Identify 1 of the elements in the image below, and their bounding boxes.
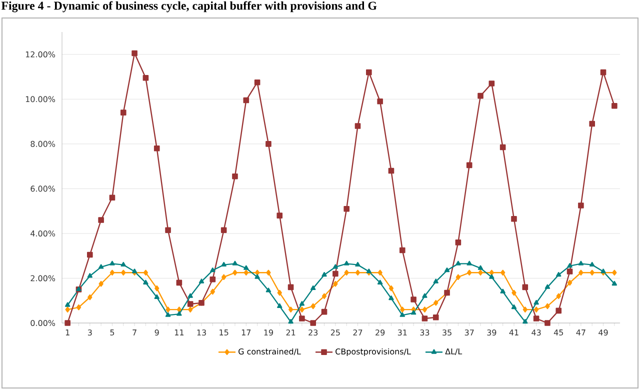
chart-title: Figure 4 - Dynamic of business cycle, capital buffer with provisions and G: [1, 1, 377, 12]
